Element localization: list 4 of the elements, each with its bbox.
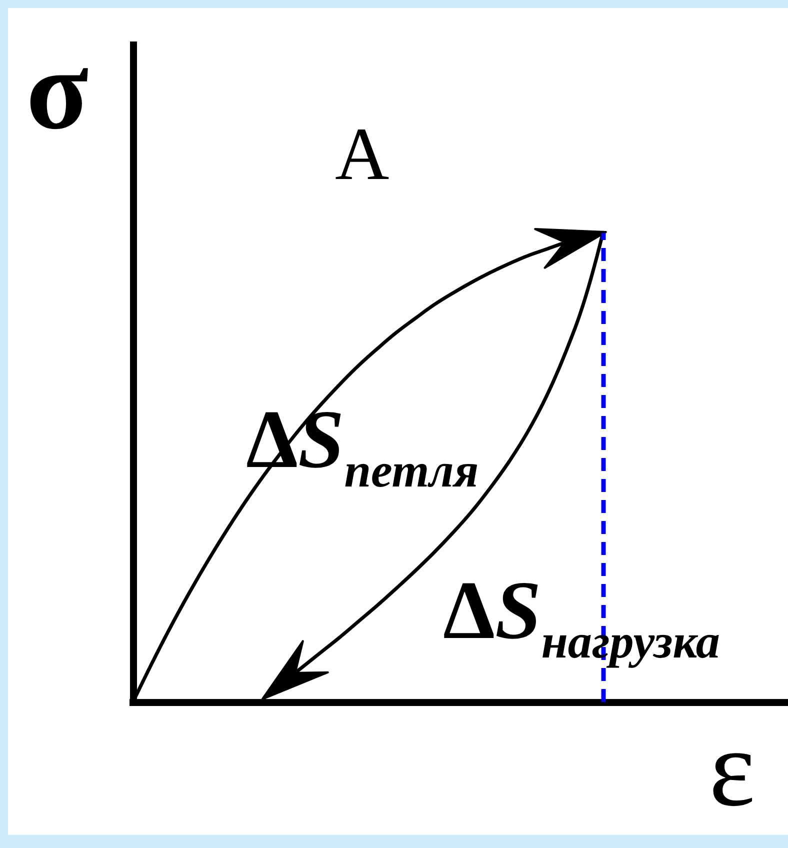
annotation: ΔS$_{нагрузка}$: [443, 564, 720, 668]
y-axis-title: σ: [26, 26, 89, 153]
text: A: [335, 113, 390, 196]
x-axis-title: ε: [709, 707, 756, 829]
